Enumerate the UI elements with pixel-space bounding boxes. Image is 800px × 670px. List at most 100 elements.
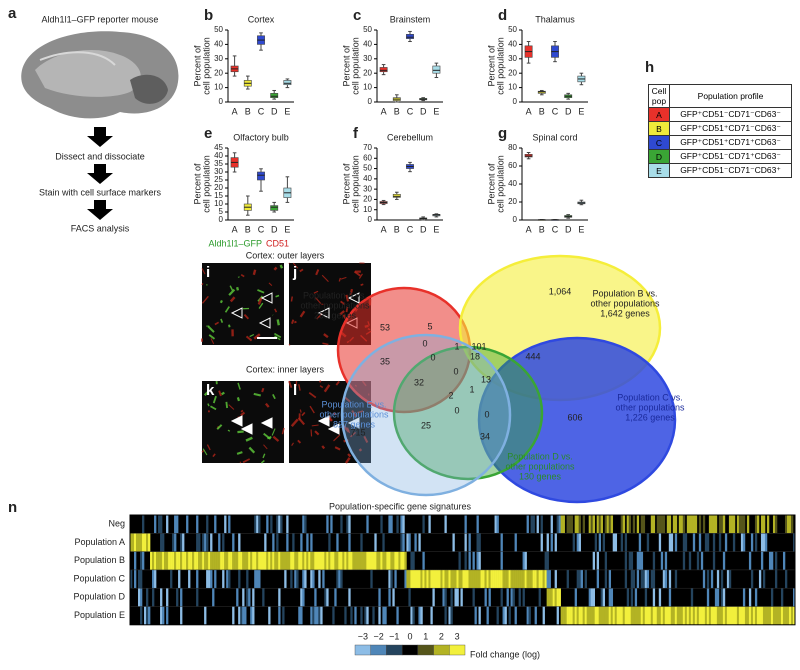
heatmap-cell: [162, 533, 165, 552]
heatmap-cell: [204, 551, 207, 570]
heatmap-cell: [574, 588, 577, 607]
x-tick-label: E: [578, 106, 584, 116]
heatmap-cell: [314, 606, 317, 625]
heatmap-cell: [578, 569, 581, 589]
heatmap-cell: [604, 569, 608, 589]
colorbar-swatch: [386, 644, 403, 656]
cell-stroke: [229, 285, 234, 291]
heatmap-cell: [396, 606, 399, 625]
heatmap-cell: [360, 533, 363, 552]
heatmap-cell: [378, 588, 381, 607]
heatmap-cell: [644, 569, 648, 589]
heatmap-cell: [674, 606, 678, 625]
heatmap-cell: [750, 533, 754, 552]
y-tick-label: 20: [508, 197, 517, 206]
heatmap-cell: [160, 588, 163, 607]
cell-stroke: [299, 268, 304, 273]
heatmap-cell: [252, 606, 255, 625]
heatmap-cell: [666, 606, 670, 625]
x-tick-label: B: [539, 224, 545, 234]
heatmap-cell: [138, 588, 141, 607]
heatmap-cell: [358, 551, 361, 570]
heatmap-cell: [746, 515, 750, 534]
heatmap-cell: [454, 569, 457, 589]
heatmap-cell: [154, 551, 157, 570]
y-tick-label: 50: [363, 164, 372, 173]
heatmap-cell: [290, 551, 293, 570]
heatmap-cell: [154, 515, 157, 534]
heatmap-cell: [546, 588, 549, 607]
heatmap-cell: [402, 533, 405, 552]
heatmap-cell: [254, 515, 257, 534]
cell-stroke: [274, 335, 281, 341]
heatmap-cell: [584, 606, 587, 625]
heatmap-cell: [792, 533, 796, 552]
heatmap-cell: [312, 551, 315, 570]
heatmap-cell: [382, 533, 385, 552]
heatmap-cell: [586, 606, 589, 625]
heatmap-cell: [476, 515, 479, 534]
x-tick-label: D: [420, 106, 427, 116]
panel-letter: h: [645, 59, 654, 76]
cell-stroke: [319, 385, 324, 389]
heatmap-cell: [224, 515, 227, 534]
heatmap-cell: [174, 533, 177, 552]
heatmap-cell: [152, 569, 155, 589]
cell-stroke: [339, 310, 345, 316]
y-axis-label: cell population: [350, 155, 360, 213]
colorbar-tick-label: −3: [358, 631, 368, 641]
x-tick-label: A: [232, 224, 238, 234]
heatmap-cell: [578, 533, 581, 552]
heatmap-cell: [176, 515, 179, 534]
heatmap-cell: [228, 551, 231, 570]
heatmap-cell: [644, 606, 648, 625]
heatmap-cell: [300, 588, 303, 607]
venn-label: 1,226 genes: [625, 412, 675, 422]
heatmap-cell: [574, 606, 577, 625]
heatmap-cell: [574, 515, 577, 534]
heatmap-cell: [286, 551, 289, 570]
y-tick-label: 30: [214, 167, 223, 176]
heatmap-cell: [478, 569, 481, 589]
cell-stroke: [274, 332, 282, 339]
heatmap-cell: [652, 569, 656, 589]
heatmap-cell: [152, 588, 155, 607]
venn-label: Population A vs.: [303, 290, 367, 300]
heatmap-cell: [172, 533, 175, 552]
heatmap-cell: [474, 606, 477, 625]
heatmap-cell: [460, 588, 463, 607]
heatmap-cell: [464, 569, 467, 589]
heatmap-cell: [716, 588, 720, 607]
heatmap-cell: [454, 588, 457, 607]
heatmap-cell: [406, 569, 409, 589]
heatmap-cell: [672, 606, 676, 625]
colorbar-tick-label: 0: [407, 631, 412, 641]
cell-stroke: [338, 277, 342, 282]
cell-stroke: [206, 444, 211, 451]
box: [379, 67, 388, 73]
cell-stroke: [272, 435, 280, 442]
heatmap-cell: [762, 533, 766, 552]
panel-letter: a: [8, 5, 17, 22]
heatmap-cell: [576, 533, 579, 552]
heatmap-cell: [310, 551, 313, 570]
heatmap-cell: [306, 533, 309, 552]
cell-stroke: [309, 405, 315, 414]
cell-stroke: [228, 404, 235, 410]
heatmap-cell: [188, 569, 191, 589]
heatmap-cell: [244, 551, 247, 570]
heatmap-cell: [264, 533, 267, 552]
heatmap-cell: [526, 569, 529, 589]
heatmap-cell: [596, 551, 600, 570]
heatmap-cell: [138, 569, 141, 589]
heatmap-cell: [324, 588, 327, 607]
heatmap-cell: [732, 606, 736, 625]
heatmap-cell: [200, 551, 203, 570]
heatmap-cell: [594, 606, 598, 625]
y-axis-label: Percent of: [486, 45, 496, 87]
heatmap-cell: [304, 551, 307, 570]
heatmap-cell: [718, 515, 722, 534]
heatmap-cell: [450, 588, 453, 607]
heatmap-cell: [318, 606, 321, 625]
heatmap-cell: [380, 515, 383, 534]
